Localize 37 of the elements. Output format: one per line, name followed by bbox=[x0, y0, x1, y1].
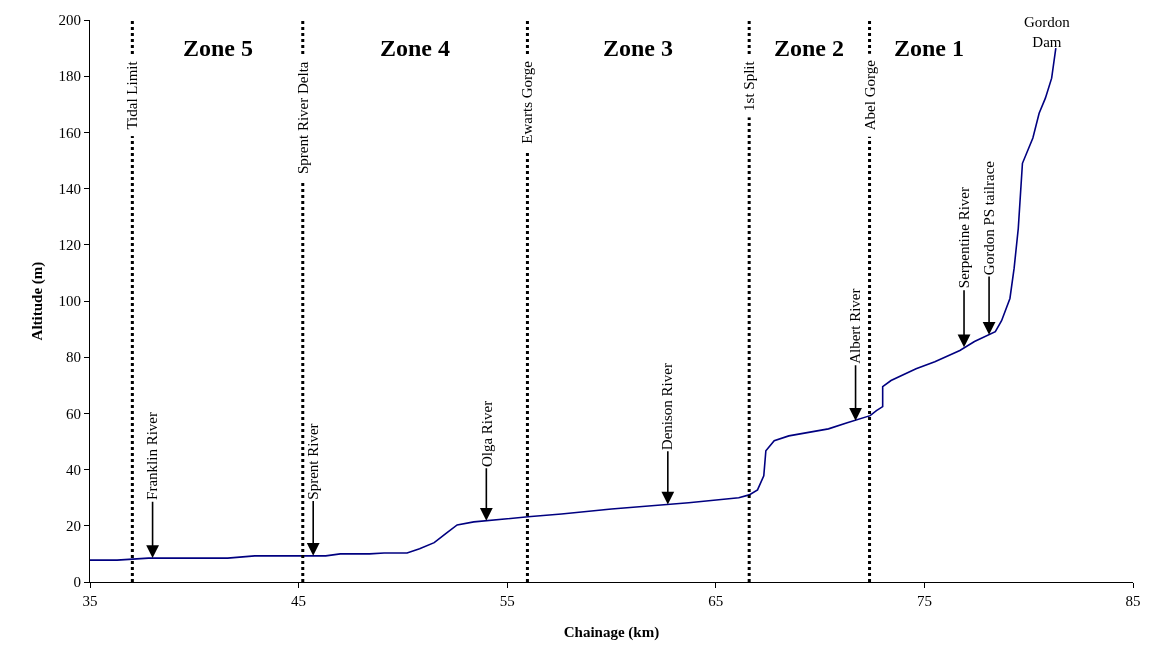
annotation: Zone 4 bbox=[380, 35, 451, 61]
x-tick-label: 85 bbox=[1125, 593, 1141, 609]
y-tick-label: 140 bbox=[58, 180, 81, 197]
x-tick-label: 65 bbox=[708, 593, 724, 609]
y-tick-label: 80 bbox=[66, 349, 81, 366]
y-tick-label: 60 bbox=[66, 405, 81, 422]
y-axis-title: Altitude (m) bbox=[28, 261, 46, 341]
y-tick-label: 120 bbox=[58, 237, 81, 254]
ref-line-label: Sprent River Delta bbox=[294, 61, 311, 174]
x-tick-label: 75 bbox=[916, 593, 932, 609]
y-tick-label: 160 bbox=[58, 124, 81, 141]
annotation: Zone 5 bbox=[183, 35, 254, 61]
annotation: Denison River bbox=[659, 363, 676, 451]
y-tick-label: 180 bbox=[58, 68, 81, 85]
ref-line-label: Ewarts Gorge bbox=[519, 60, 536, 144]
ref-line-label: Abel Gorge bbox=[861, 59, 878, 131]
annotation: Albert River bbox=[847, 288, 864, 364]
ref-line-label: Tidal Limit bbox=[124, 60, 141, 130]
annotation: Serpentine River bbox=[955, 186, 972, 289]
x-tick-label: 35 bbox=[82, 593, 98, 609]
y-tick-label: 40 bbox=[66, 461, 81, 478]
x-tick-label: 45 bbox=[291, 593, 307, 609]
annotation: Zone 3 bbox=[603, 35, 674, 61]
annotation: Sprent River bbox=[304, 423, 321, 500]
ref-line-label: 1st Split bbox=[741, 60, 758, 111]
y-tick-label: 100 bbox=[58, 293, 81, 310]
annotation: Zone 1 bbox=[894, 35, 965, 61]
y-tick-label: 0 bbox=[73, 574, 81, 591]
annotation: Olga River bbox=[478, 400, 495, 468]
x-axis-title: Chainage (km) bbox=[563, 624, 660, 641]
x-tick-label: 55 bbox=[499, 593, 515, 609]
annotation: Gordon PS tailrace bbox=[980, 160, 997, 276]
y-tick-label: 20 bbox=[66, 518, 81, 535]
annotation: Zone 2 bbox=[774, 35, 845, 61]
annotation: Franklin River bbox=[144, 411, 161, 500]
annotation: Gordon Dam bbox=[1024, 14, 1071, 50]
y-tick-label: 200 bbox=[58, 12, 81, 29]
